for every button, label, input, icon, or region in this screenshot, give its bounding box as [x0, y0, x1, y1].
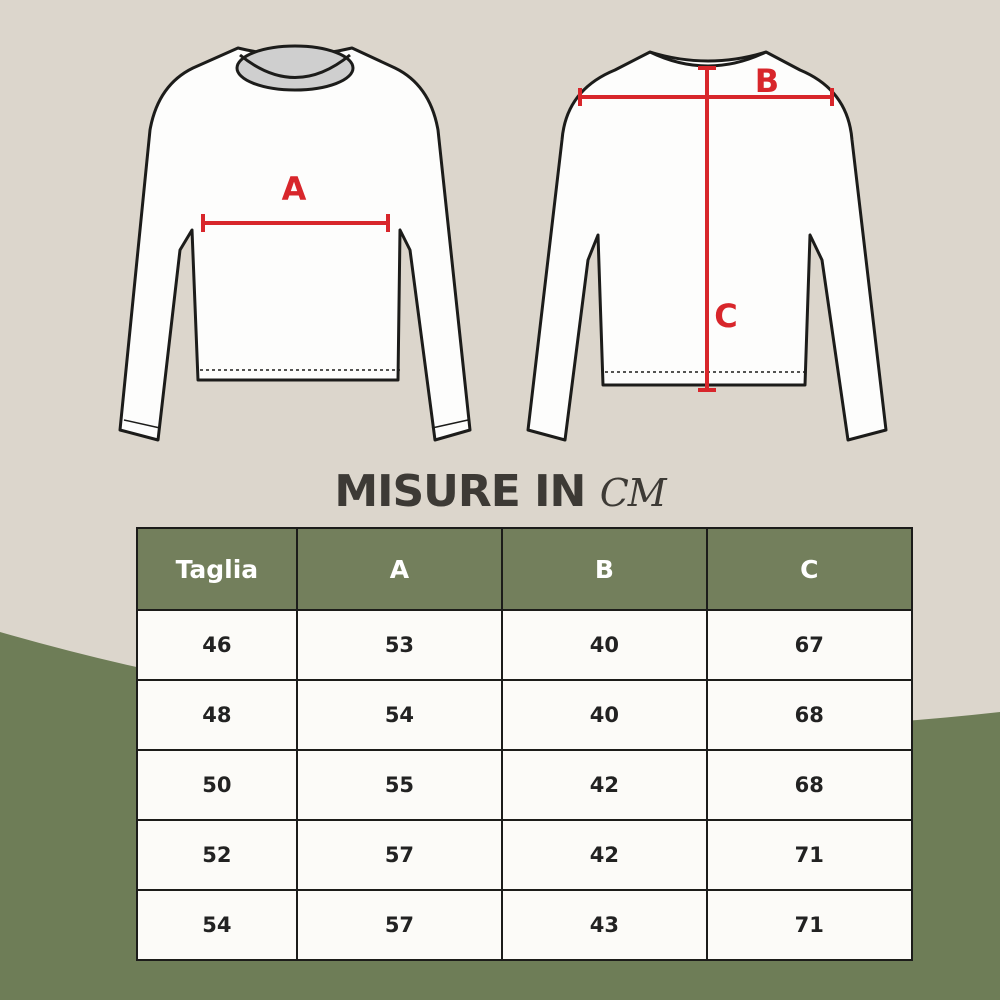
table-header-row: Taglia A B C [136, 527, 914, 611]
header-a: A [295, 527, 504, 611]
label-c: C [714, 297, 737, 335]
cell-b: 42 [501, 819, 708, 891]
cell-c: 71 [705, 819, 914, 891]
header-taglia: Taglia [136, 527, 298, 611]
cell-size: 52 [136, 819, 298, 891]
front-shirt [118, 44, 472, 442]
label-b: B [755, 62, 779, 100]
cell-a: 53 [295, 609, 504, 681]
table-row: 50 55 42 68 [136, 749, 914, 821]
cell-size: 54 [136, 889, 298, 961]
cell-c: 68 [705, 749, 914, 821]
cell-b: 42 [501, 749, 708, 821]
cell-c: 67 [705, 609, 914, 681]
cell-a: 54 [295, 679, 504, 751]
shirt-diagrams: A B C [118, 44, 888, 442]
cell-a: 55 [295, 749, 504, 821]
table-row: 54 57 43 71 [136, 889, 914, 961]
cell-b: 40 [501, 609, 708, 681]
title-main: MISURE IN [334, 466, 586, 517]
cell-c: 71 [705, 889, 914, 961]
table-row: 48 54 40 68 [136, 679, 914, 751]
cell-size: 50 [136, 749, 298, 821]
size-table: Taglia A B C 46 53 40 67 48 54 40 68 50 55 42 68 … [136, 527, 914, 961]
cell-size: 48 [136, 679, 298, 751]
cell-b: 43 [501, 889, 708, 961]
cell-c: 68 [705, 679, 914, 751]
table-row: 52 57 42 71 [136, 819, 914, 891]
table-row: 46 53 40 67 [136, 609, 914, 681]
cell-a: 57 [295, 889, 504, 961]
header-c: C [705, 527, 914, 611]
title-unit: CM [599, 471, 667, 515]
cell-a: 57 [295, 819, 504, 891]
measure-lines [201, 66, 834, 392]
header-b: B [501, 527, 708, 611]
cell-b: 40 [501, 679, 708, 751]
cell-size: 46 [136, 609, 298, 681]
label-a: A [282, 170, 307, 208]
page-title: MISURE IN CM [0, 466, 1000, 517]
